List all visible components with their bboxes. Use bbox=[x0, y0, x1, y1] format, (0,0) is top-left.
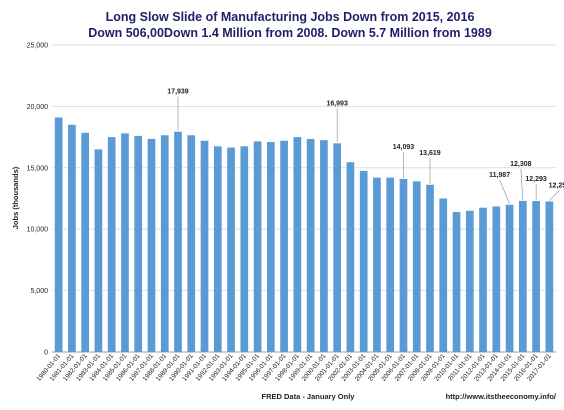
bar bbox=[174, 131, 182, 352]
y-tick-label: 0 bbox=[44, 350, 48, 357]
bars bbox=[54, 117, 554, 353]
y-tick-label: 25,000 bbox=[27, 43, 49, 50]
bar bbox=[227, 147, 235, 352]
bar bbox=[240, 146, 249, 352]
chart-title: Long Slow Slide of Manufacturing Jobs Do… bbox=[106, 10, 475, 24]
data-label: 12,308 bbox=[510, 161, 532, 168]
bar bbox=[532, 201, 540, 352]
bar bbox=[121, 133, 129, 352]
bar bbox=[505, 204, 514, 352]
data-label-leader bbox=[520, 168, 524, 200]
y-axis-label: Jobs (thousands) bbox=[11, 166, 20, 229]
bar bbox=[68, 124, 76, 352]
bar bbox=[399, 178, 408, 352]
bar bbox=[94, 149, 103, 352]
bar bbox=[373, 177, 381, 352]
bar bbox=[452, 212, 461, 352]
bar bbox=[266, 142, 275, 352]
bar bbox=[320, 140, 328, 352]
y-tick-label: 10,000 bbox=[27, 227, 49, 234]
data-label: 14,093 bbox=[393, 144, 415, 151]
bar bbox=[346, 162, 355, 352]
bar bbox=[479, 207, 487, 352]
source-url: http://www.itstheeconomy.info/ bbox=[446, 392, 557, 401]
data-label: 17,939 bbox=[167, 89, 189, 96]
bar bbox=[187, 135, 196, 352]
bar bbox=[160, 135, 169, 352]
y-tick-label: 5,000 bbox=[30, 288, 48, 295]
bar bbox=[359, 170, 368, 352]
bar bbox=[465, 210, 474, 352]
chart-subtitle: Down 506,00Down 1.4 Million from 2008. D… bbox=[88, 26, 492, 40]
bar bbox=[439, 198, 448, 352]
data-label-leader bbox=[549, 190, 560, 201]
bar bbox=[147, 138, 156, 352]
y-tick-label: 20,000 bbox=[27, 104, 49, 111]
bar bbox=[213, 146, 222, 352]
bar bbox=[492, 206, 501, 352]
bar bbox=[386, 177, 395, 352]
bar bbox=[81, 132, 90, 352]
bar bbox=[107, 137, 116, 352]
x-axis-ticks: 1980-01-011981-01-011982-01-011983-01-01… bbox=[35, 352, 553, 382]
data-label: 12,258 bbox=[549, 182, 564, 189]
y-tick-label: 15,000 bbox=[27, 165, 49, 172]
data-label: 11,987 bbox=[489, 172, 510, 179]
bar bbox=[306, 138, 315, 352]
bar bbox=[54, 117, 63, 353]
bar bbox=[293, 137, 302, 352]
bar bbox=[518, 200, 527, 352]
data-label: 13,619 bbox=[419, 150, 441, 157]
bar bbox=[200, 140, 209, 352]
bar bbox=[426, 184, 434, 352]
bar bbox=[253, 141, 262, 352]
bar bbox=[545, 201, 554, 352]
data-label: 12,293 bbox=[525, 176, 547, 183]
data-label-leader bbox=[499, 179, 510, 204]
bar bbox=[333, 143, 342, 352]
bar bbox=[280, 140, 288, 352]
bar bbox=[134, 135, 143, 352]
data-label: 16,993 bbox=[326, 100, 348, 107]
x-axis-label: FRED Data - January Only bbox=[262, 392, 356, 401]
bar bbox=[412, 181, 421, 352]
y-axis-ticks: 0 5,000 10,000 15,000 20,000 25,000 bbox=[27, 43, 49, 357]
